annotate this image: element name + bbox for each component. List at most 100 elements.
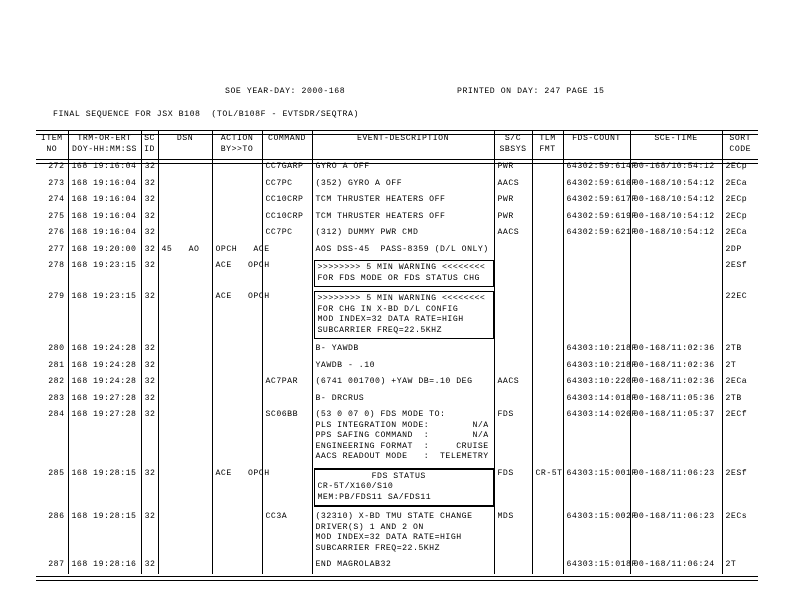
cell-scid: 32 [140, 557, 158, 574]
cell-tlm: CR-5T [531, 465, 563, 509]
cell-cmd [261, 557, 312, 574]
cell-sce [629, 258, 722, 289]
cell-tlm [531, 390, 563, 407]
event-description-text: (352) GYRO A OFF [315, 178, 403, 188]
cell-item: 281 [48, 360, 65, 370]
cell-sort: 2T [721, 357, 758, 374]
cell-sbsys: PWR [493, 208, 532, 225]
cell-desc: (352) GYRO A OFF [311, 175, 494, 192]
cell-trm: 168 19:16:04 [67, 225, 141, 242]
cell-sbsys [493, 258, 532, 289]
column-header-sbsys: S/C SBSYS [493, 130, 532, 159]
cell-dsn [157, 374, 212, 391]
cell-tlm [531, 289, 563, 341]
cell-desc: FDS STATUS CR-5T/X160/S10 MEM:PB/FDS11 S… [311, 465, 494, 509]
event-description-text: (32310) X-BD TMU STATE CHANGE DRIVER(S) … [315, 512, 473, 553]
cell-scid: 32 [140, 208, 158, 225]
cell-action [211, 509, 262, 557]
cell-cmd: CC3A [261, 509, 312, 557]
table-row: 281 168 19:24:28 32 YAWDB - .10 64303:10:218… [36, 357, 758, 374]
event-description-text: END MAGROLAB32 [315, 560, 392, 569]
event-description-text: (6741 001700) +YAW DB=.10 DEG [315, 377, 473, 386]
cell-scid: 32 [140, 407, 158, 466]
boxed-event-description: >>>>>>>> 5 MIN WARNING <<<<<<<< FOR CHG … [313, 291, 494, 339]
cell-desc: YAWDB - .10 [311, 357, 494, 374]
cell-fds: 64302:59:616F [562, 175, 636, 192]
cell-desc: (6741 001700) +YAW DB=.10 DEG [311, 374, 494, 391]
cell-action: OPCH ACE [211, 241, 269, 258]
cell-dsn [157, 465, 212, 509]
column-header-tlm: TLM FMT [531, 130, 563, 159]
cell-sbsys: AACS [493, 374, 532, 391]
cell-action [211, 208, 262, 225]
event-description-text: YAWDB - .10 [315, 360, 376, 370]
cell-scid: 32 [140, 465, 158, 509]
cell-desc: (53 0 07 0) FDS MODE TO: PLS INTEGRATION… [311, 407, 494, 466]
cell-dsn [157, 175, 212, 192]
cell-dsn [157, 225, 212, 242]
cell-tlm [531, 175, 563, 192]
table-row: 273 168 19:16:04 32 CC7PC (352) GYRO A OFF AA… [36, 175, 758, 192]
cell-sbsys: AACS [493, 225, 532, 242]
cell-fds: 64302:59:617F [562, 192, 636, 209]
cell-sce: 00-168/11:06:23 [629, 465, 722, 509]
column-header-scid: SC ID [140, 130, 158, 159]
cell-trm: 168 19:16:04 [67, 175, 141, 192]
cell-scid: 32 [140, 341, 158, 358]
cell-sort: 2ECp [721, 159, 758, 176]
cell-fds [562, 241, 630, 258]
soe-table-head: ITEM NO TRM-OR-ERT DOY-HH:MM:SS SC ID DSN AC… [36, 130, 758, 159]
cell-dsn [157, 208, 212, 225]
cell-dsn [157, 390, 212, 407]
cell-dsn [157, 192, 212, 209]
cell-item: 277 [48, 244, 65, 254]
cell-sce: 00-168/11:02:36 [629, 374, 722, 391]
table-row: 287 168 19:28:16 32 END MAGROLAB32 64303:15:… [36, 557, 758, 574]
cell-cmd [261, 241, 312, 258]
table-row: 283 168 19:27:28 32 B- DRCRUS 64303:14:018F 0… [36, 390, 758, 407]
boxed-event-description: >>>>>>>> 5 MIN WARNING <<<<<<<< FOR FDS … [313, 260, 494, 287]
cell-sbsys: FDS [493, 465, 532, 509]
column-header-trm: TRM-OR-ERT DOY-HH:MM:SS [67, 130, 141, 159]
column-header-desc: EVENT-DESCRIPTION [311, 130, 494, 159]
cell-tlm [531, 159, 563, 176]
cell-scid: 32 [140, 374, 158, 391]
table-row: 284 168 19:27:28 32 SC06BB (53 0 07 0) FDS M… [36, 407, 758, 466]
cell-item: 283 [48, 393, 65, 403]
cell-item: 275 [48, 211, 65, 221]
cell-trm: 168 19:28:16 [67, 557, 141, 574]
cell-sce [629, 289, 722, 341]
cell-item: 286 [48, 512, 65, 521]
cell-tlm [531, 241, 563, 258]
cell-sort: 2ECf [721, 407, 758, 466]
cell-item: 278 [48, 261, 65, 270]
column-header-cmd: COMMAND [261, 130, 312, 159]
cell-sort: 2ECa [721, 175, 758, 192]
table-row: 286 168 19:28:15 32 CC3A (32310) X-BD TMU ST… [36, 509, 758, 557]
cell-fds [562, 258, 630, 289]
cell-scid: 32 [140, 192, 158, 209]
cell-cmd: SC06BB [261, 407, 312, 466]
cell-tlm [531, 208, 563, 225]
cell-dsn [157, 289, 212, 341]
cell-fds: 64303:15:001F [562, 465, 636, 509]
cell-dsn [157, 341, 212, 358]
cell-fds: 64303:10:218F [562, 357, 636, 374]
event-description-text: AOS DSS-45 PASS-8359 (D/L ONLY) [315, 244, 489, 254]
cell-sort: 2TB [721, 341, 758, 358]
cell-action [211, 407, 262, 466]
cell-desc: TCM THRUSTER HEATERS OFF [311, 192, 494, 209]
cell-desc: B- YAWDB [311, 341, 494, 358]
cell-dsn [157, 557, 212, 574]
event-description-text: (53 0 07 0) FDS MODE TO: PLS INTEGRATION… [315, 410, 489, 461]
cell-desc: (32310) X-BD TMU STATE CHANGE DRIVER(S) … [311, 509, 494, 557]
cell-sce: 00-168/11:05:37 [629, 407, 722, 466]
cell-fds: 64303:14:018F [562, 390, 636, 407]
cell-sort: 2ECp [721, 208, 758, 225]
cell-sce: 00-168/10:54:12 [629, 192, 722, 209]
cell-dsn [157, 258, 212, 289]
cell-sbsys [493, 241, 532, 258]
cell-trm: 168 19:27:28 [67, 390, 141, 407]
cell-item: 276 [48, 228, 65, 237]
cell-sort: 2ECp [721, 192, 758, 209]
